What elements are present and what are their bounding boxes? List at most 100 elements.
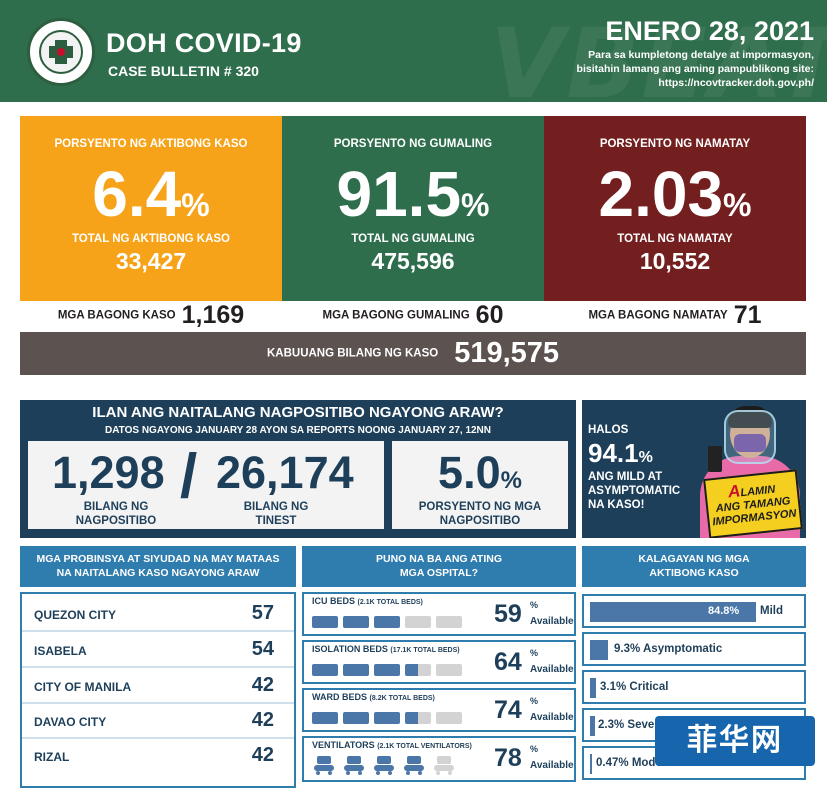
tested-count: 26,174 bbox=[216, 447, 354, 498]
new-recovered: MGA BAGONG GUMALING 60 bbox=[322, 301, 504, 329]
deaths-total-value: 10,552 bbox=[639, 248, 711, 274]
face-shield-icon bbox=[724, 410, 776, 464]
ward-beds-label: WARD BEDS (8.2K TOTAL BEDS) bbox=[312, 692, 435, 702]
hospitals-header: PUNO NA BA ANG ATING MGA OSPITAL? bbox=[302, 546, 576, 587]
deaths-percent-label: PORSYENTO NG NAMATAY bbox=[599, 138, 751, 150]
recovered-total-label: TOTAL NG GUMALING bbox=[351, 233, 475, 245]
status-label: Mild bbox=[760, 605, 783, 617]
recovered-percent-value: 91.5% bbox=[336, 158, 490, 230]
icu-beds-value: 59 bbox=[494, 600, 522, 628]
status-bar bbox=[590, 716, 595, 736]
bed-icon bbox=[405, 616, 431, 628]
status-bar bbox=[590, 640, 608, 660]
active-status-header: KALAGAYAN NG MGA AKTIBONG KASO bbox=[582, 546, 806, 587]
promo-text: ANG MILD AT ASYMPTOMATIC NA KASO! bbox=[588, 471, 681, 511]
active-cases-panel: PORSYENTO NG AKTIBONG KASO 6.4% TOTAL NG… bbox=[20, 116, 282, 301]
mild-cases-promo: HALOS 94.1% ANG MILD AT ASYMPTOMATIC NA KA… bbox=[582, 400, 806, 538]
available-label: Available bbox=[530, 712, 574, 723]
bed-icon bbox=[374, 664, 400, 676]
provinces-list: QUEZON CITY 57 ISABELA 54 CITY OF MANILA 42… bbox=[20, 592, 296, 788]
icu-beds-card: ICU BEDS (2.1K TOTAL BEDS) 59 % Availabl… bbox=[302, 592, 576, 636]
ventilator-icon bbox=[434, 756, 454, 775]
list-item: ISABELA 54 bbox=[22, 634, 294, 668]
doh-seal-logo bbox=[27, 18, 95, 86]
bulletin-date: ENERO 28, 2021 bbox=[605, 16, 814, 46]
ward-beds-card: WARD BEDS (8.2K TOTAL BEDS) 74 % Availab… bbox=[302, 688, 576, 732]
total-cases-bar: KABUUANG BILANG NG KASO 519,575 bbox=[20, 332, 806, 375]
total-cases-label: KABUUANG BILANG NG KASO bbox=[266, 347, 439, 360]
positivity-rate-value: 5.0% bbox=[438, 447, 522, 498]
bed-icon bbox=[343, 712, 369, 724]
positivity-rate-label: PORSYENTO NG MGA NAGPOSITIBO bbox=[418, 501, 542, 527]
info-link[interactable]: https://ncovtracker.doh.gov.ph/ bbox=[658, 77, 814, 89]
provinces-header: MGA PROBINSYA AT SIYUDAD NA MAY MATAAS NA… bbox=[20, 546, 296, 587]
ratio-slash: / bbox=[180, 442, 198, 511]
site-watermark: 菲华网 bbox=[655, 716, 815, 766]
phone-icon bbox=[708, 446, 722, 472]
bed-icon bbox=[374, 616, 400, 628]
list-item: CITY OF MANILA 42 bbox=[22, 670, 294, 704]
deaths-percent-value: 2.03% bbox=[598, 158, 752, 230]
deaths-panel: PORSYENTO NG NAMATAY 2.03% TOTAL NG NAMA… bbox=[544, 116, 806, 301]
bed-icon bbox=[405, 712, 431, 724]
ventilators-value: 78 bbox=[494, 744, 522, 772]
active-percent-value: 6.4% bbox=[92, 158, 210, 230]
ventilator-icon bbox=[404, 756, 424, 775]
header-background-text: VBEAT bbox=[490, 8, 827, 120]
bulletin-number: CASE BULLETIN # 320 bbox=[108, 63, 259, 79]
positive-vs-tested-card: 1,298 BILANG NG NAGPOSITIBO 26,174 BILANG… bbox=[28, 441, 384, 529]
new-cases: MGA BAGONG KASO 1,169 bbox=[57, 301, 245, 329]
status-mild: 84.8% Mild bbox=[582, 594, 806, 628]
promo-value: 94.1% bbox=[588, 438, 653, 468]
available-label: Available bbox=[530, 664, 574, 675]
recovered-total-value: 475,596 bbox=[371, 248, 455, 274]
new-deaths: MGA BAGONG NAMATAY 71 bbox=[588, 301, 762, 329]
bed-icon bbox=[436, 664, 462, 676]
alamin-badge: ALAMIN ANG TAMANG IMPORMASYON bbox=[703, 469, 803, 538]
list-item: RIZAL 42 bbox=[34, 744, 274, 766]
isolation-beds-label: ISOLATION BEDS (17.1K TOTAL BEDS) bbox=[312, 644, 460, 654]
positivity-rate-card: 5.0% PORSYENTO NG MGA NAGPOSITIBO bbox=[392, 441, 568, 529]
bed-icon bbox=[312, 664, 338, 676]
info-line-2: bisitahin lamang ang aming pampublikong … bbox=[576, 63, 814, 75]
list-item: DAVAO CITY 42 bbox=[22, 705, 294, 739]
seal-emblem-icon bbox=[39, 30, 83, 74]
status-text: 3.1% Critical bbox=[600, 681, 669, 693]
status-bar bbox=[590, 602, 756, 622]
status-critical: 3.1% Critical bbox=[582, 670, 806, 704]
tested-count-label: BILANG NG TINEST bbox=[243, 501, 309, 527]
available-label: Available bbox=[530, 616, 574, 627]
bed-icon bbox=[405, 664, 431, 676]
info-text: Para sa kumpletong detalye at impormasyo… bbox=[514, 48, 814, 90]
bed-icon bbox=[436, 712, 462, 724]
status-asymptomatic: 9.3% Asymptomatic bbox=[582, 632, 806, 666]
status-text: 9.3% Asymptomatic bbox=[614, 643, 723, 655]
page-title: DOH COVID-19 bbox=[106, 28, 302, 58]
recovered-percent-label: PORSYENTO NG GUMALING bbox=[333, 138, 493, 150]
positivity-title: ILAN ANG NAITALANG NAGPOSITIBO NGAYONG A… bbox=[92, 404, 504, 421]
positivity-subtitle: DATOS NGAYONG JANUARY 28 AYON SA REPORTS… bbox=[104, 425, 492, 436]
active-percent-label: PORSYENTO NG AKTIBONG KASO bbox=[54, 138, 248, 150]
deaths-total-label: TOTAL NG NAMATAY bbox=[617, 233, 733, 245]
active-total-label: TOTAL NG AKTIBONG KASO bbox=[71, 233, 231, 245]
positive-count: 1,298 bbox=[52, 447, 165, 498]
bed-icon bbox=[312, 712, 338, 724]
ward-beds-value: 74 bbox=[494, 696, 522, 724]
bed-icon bbox=[343, 664, 369, 676]
bed-icon bbox=[343, 616, 369, 628]
ventilator-icon bbox=[374, 756, 394, 775]
active-total-value: 33,427 bbox=[115, 248, 187, 274]
bed-icon bbox=[312, 616, 338, 628]
isolation-beds-value: 64 bbox=[494, 648, 522, 676]
ventilator-icon bbox=[314, 756, 334, 775]
ventilator-icon bbox=[344, 756, 364, 775]
ventilators-label: VENTILATORS (2.1K TOTAL VENTILATORS) bbox=[312, 740, 472, 750]
status-bar bbox=[590, 678, 596, 698]
header-banner: VBEAT bbox=[0, 0, 827, 120]
total-cases-value: 519,575 bbox=[454, 337, 560, 369]
list-item: QUEZON CITY 57 bbox=[22, 598, 294, 632]
ventilators-card: VENTILATORS (2.1K TOTAL VENTILATORS) 78 … bbox=[302, 736, 576, 782]
status-bar bbox=[590, 754, 592, 774]
bed-icon bbox=[374, 712, 400, 724]
promo-line-1: HALOS bbox=[588, 424, 629, 436]
